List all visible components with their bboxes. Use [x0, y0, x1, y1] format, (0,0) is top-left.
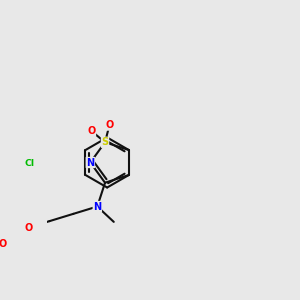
Text: O: O [87, 126, 95, 136]
Text: N: N [86, 158, 94, 167]
Text: O: O [105, 120, 114, 130]
Text: O: O [24, 223, 33, 232]
Text: Cl: Cl [25, 159, 35, 168]
Text: N: N [93, 202, 101, 212]
Text: S: S [101, 137, 109, 147]
Text: O: O [0, 239, 7, 249]
